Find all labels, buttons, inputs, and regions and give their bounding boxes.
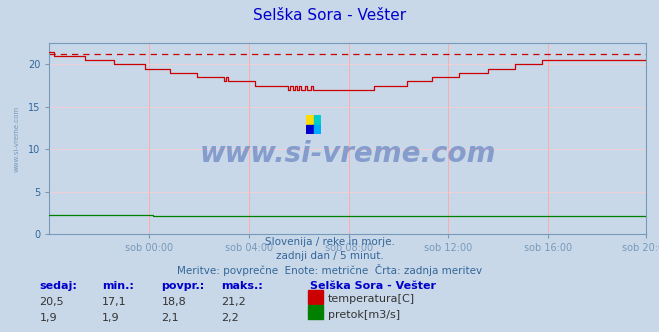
Text: 18,8: 18,8 bbox=[161, 297, 186, 307]
Text: www.si-vreme.com: www.si-vreme.com bbox=[200, 140, 496, 168]
Polygon shape bbox=[314, 115, 321, 124]
Text: Meritve: povprečne  Enote: metrične  Črta: zadnja meritev: Meritve: povprečne Enote: metrične Črta:… bbox=[177, 264, 482, 276]
Text: www.si-vreme.com: www.si-vreme.com bbox=[14, 106, 20, 172]
Text: 1,9: 1,9 bbox=[40, 313, 57, 323]
Text: 2,2: 2,2 bbox=[221, 313, 239, 323]
Text: 21,2: 21,2 bbox=[221, 297, 246, 307]
Polygon shape bbox=[306, 124, 314, 134]
Text: temperatura[C]: temperatura[C] bbox=[328, 294, 415, 304]
Text: Selška Sora - Vešter: Selška Sora - Vešter bbox=[253, 8, 406, 23]
Text: pretok[m3/s]: pretok[m3/s] bbox=[328, 310, 400, 320]
Text: sedaj:: sedaj: bbox=[40, 281, 77, 290]
Text: 20,5: 20,5 bbox=[40, 297, 64, 307]
Polygon shape bbox=[306, 115, 314, 124]
Text: min.:: min.: bbox=[102, 281, 134, 290]
Polygon shape bbox=[314, 124, 321, 134]
Text: maks.:: maks.: bbox=[221, 281, 262, 290]
Text: 2,1: 2,1 bbox=[161, 313, 179, 323]
Text: Slovenija / reke in morje.: Slovenija / reke in morje. bbox=[264, 237, 395, 247]
Text: zadnji dan / 5 minut.: zadnji dan / 5 minut. bbox=[275, 251, 384, 261]
Text: 17,1: 17,1 bbox=[102, 297, 127, 307]
Text: Selška Sora - Vešter: Selška Sora - Vešter bbox=[310, 281, 436, 290]
Text: povpr.:: povpr.: bbox=[161, 281, 205, 290]
Text: 1,9: 1,9 bbox=[102, 313, 120, 323]
